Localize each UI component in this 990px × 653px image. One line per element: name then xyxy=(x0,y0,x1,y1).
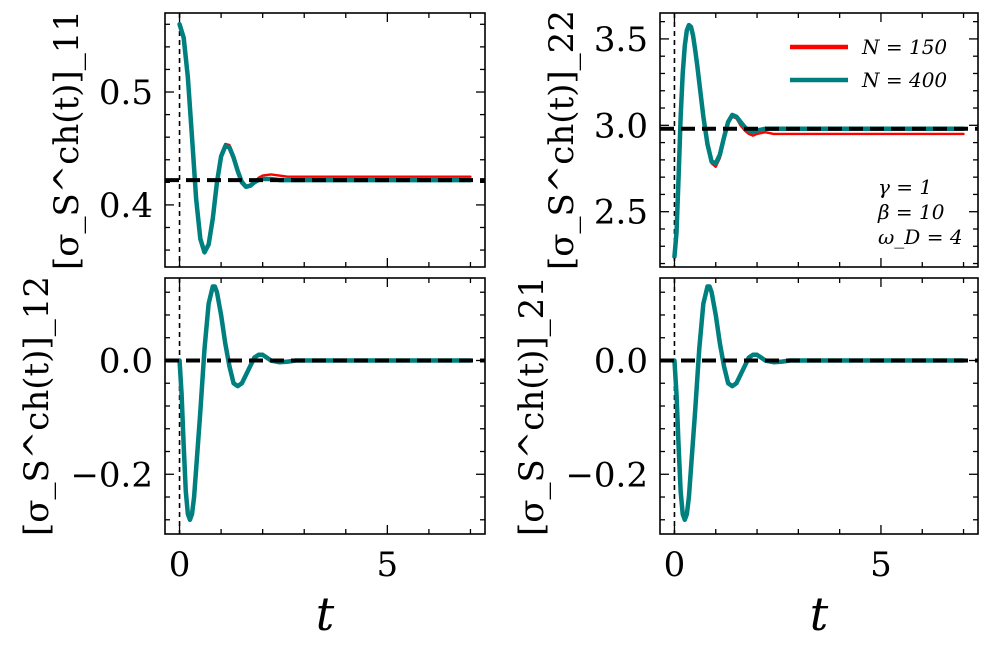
subplots: 0.4 0.5 [σ_S^ch(t)]_11 2.5 3.0 3.5 [σ_S^ch(t)]… xyxy=(17,10,979,641)
annotation-beta: β = 10 xyxy=(877,200,945,224)
y-tick-label: 0.4 xyxy=(99,186,153,226)
y-tick-label: 0.0 xyxy=(594,341,648,381)
y-axis-label: [σ_S^ch(t)]_12 xyxy=(17,276,57,536)
axes-frame xyxy=(659,12,979,268)
subplot-s22: 2.5 3.0 3.5 [σ_S^ch(t)]_22 xyxy=(542,10,979,270)
axes-frame xyxy=(164,12,486,268)
x-axis-label: t xyxy=(810,587,829,641)
y-axis-label: [σ_S^ch(t)]_11 xyxy=(47,10,87,270)
y-axis-label: [σ_S^ch(t)]_22 xyxy=(542,10,582,270)
y-tick-label: 3.0 xyxy=(594,106,648,146)
annotation-omega: ω_D = 4 xyxy=(878,225,963,249)
subplot-s11: 0.4 0.5 [σ_S^ch(t)]_11 xyxy=(47,10,486,270)
y-tick-label: 0.5 xyxy=(99,73,153,113)
x-tick-label: 0 xyxy=(664,545,686,585)
subplot-s12: 0 5 −0.2 0.0 [σ_S^ch(t)]_12t xyxy=(17,276,486,641)
series-line-n400 xyxy=(177,284,473,523)
plot-area xyxy=(165,13,485,267)
x-tick-label: 5 xyxy=(377,545,399,585)
legend: N = 150 N = 400 xyxy=(790,35,947,92)
subplot-s21: 0 5 −0.2 0.0 [σ_S^ch(t)]_21t xyxy=(512,276,979,641)
plot-area xyxy=(165,278,485,534)
parameter-annotation: γ = 1 β = 10 ω_D = 4 xyxy=(877,175,963,249)
y-tick-label: 0.0 xyxy=(99,341,153,381)
plot-area xyxy=(660,13,978,267)
plot-area xyxy=(660,278,978,534)
axes-frame xyxy=(659,277,979,535)
axes-frame xyxy=(164,277,486,535)
y-tick-label: 3.5 xyxy=(594,20,648,60)
x-axis-label: t xyxy=(316,587,335,641)
x-tick-label: 5 xyxy=(870,545,892,585)
legend-label-n150: N = 150 xyxy=(861,35,947,59)
series-line-n400 xyxy=(177,22,473,255)
legend-label-n400: N = 400 xyxy=(861,68,947,92)
y-tick-label: −0.2 xyxy=(565,455,648,495)
y-tick-label: −0.2 xyxy=(70,455,153,495)
y-axis-label: [σ_S^ch(t)]_21 xyxy=(512,276,552,536)
y-tick-label: 2.5 xyxy=(594,193,648,233)
series-line-n150 xyxy=(178,23,472,254)
annotation-gamma: γ = 1 xyxy=(878,175,932,199)
x-tick-label: 0 xyxy=(169,545,191,585)
series-line-n400 xyxy=(672,284,966,523)
